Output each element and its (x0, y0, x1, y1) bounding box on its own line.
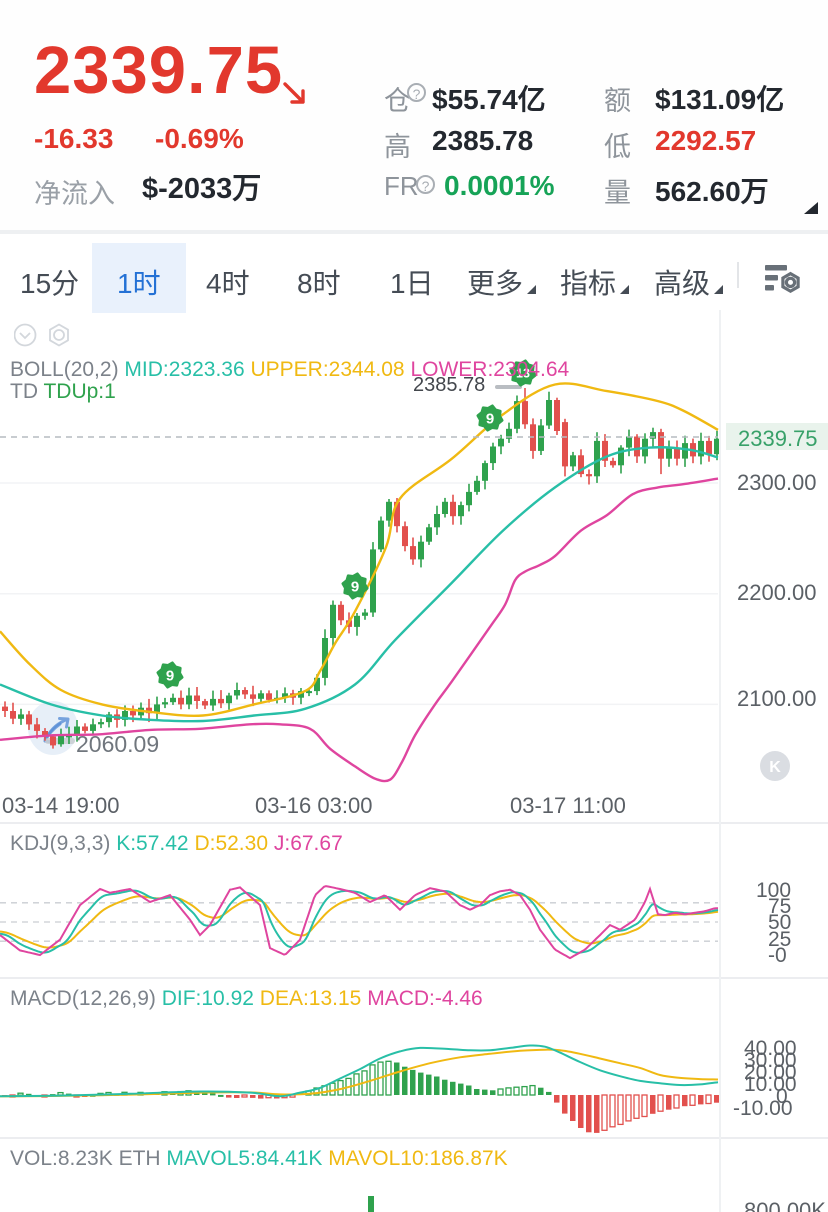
svg-text:K: K (769, 759, 781, 776)
svg-text:9: 9 (351, 578, 359, 595)
svg-text:9: 9 (486, 410, 494, 427)
svg-text:9: 9 (166, 667, 174, 684)
svg-text:13: 13 (516, 367, 530, 381)
